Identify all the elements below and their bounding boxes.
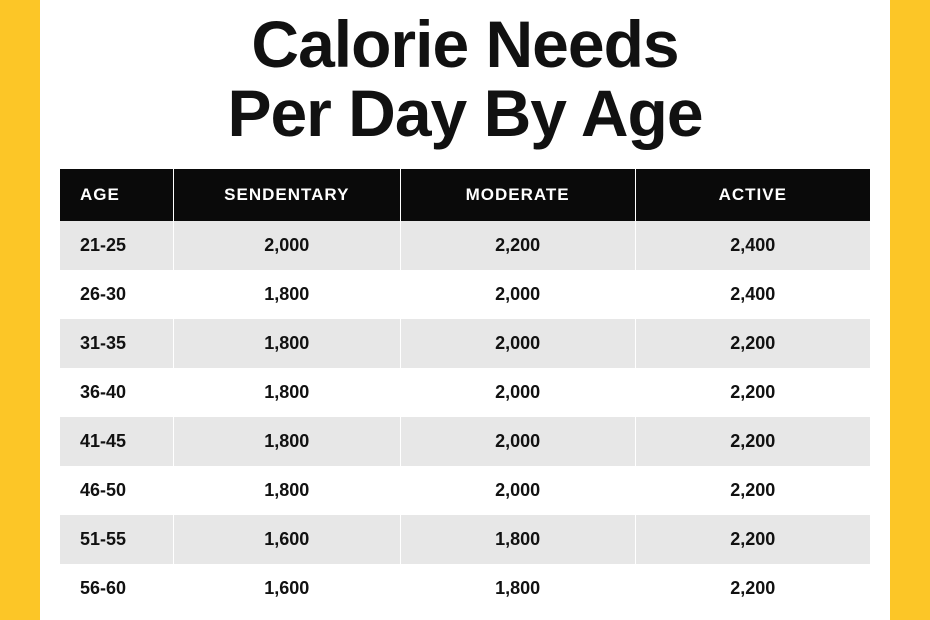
cell-age: 36-40	[60, 368, 173, 417]
cell-age: 56-60	[60, 564, 173, 613]
table-row: 36-40 1,800 2,000 2,200	[60, 368, 870, 417]
title-line-2: Per Day By Age	[227, 76, 702, 150]
cell-active: 2,200	[635, 417, 870, 466]
cell-moderate: 2,000	[400, 319, 635, 368]
cell-sedentary: 1,800	[173, 368, 400, 417]
title-line-1: Calorie Needs	[251, 7, 678, 81]
table-row: 21-25 2,000 2,200 2,400	[60, 221, 870, 270]
cell-active: 2,200	[635, 368, 870, 417]
table-row: 41-45 1,800 2,000 2,200	[60, 417, 870, 466]
col-header-active: ACTIVE	[635, 169, 870, 221]
cell-age: 46-50	[60, 466, 173, 515]
content-panel: Calorie Needs Per Day By Age AGE SENDENT…	[40, 0, 890, 620]
cell-age: 21-25	[60, 221, 173, 270]
cell-sedentary: 2,000	[173, 221, 400, 270]
table-row: 56-60 1,600 1,800 2,200	[60, 564, 870, 613]
cell-sedentary: 1,800	[173, 270, 400, 319]
cell-age: 51-55	[60, 515, 173, 564]
cell-active: 2,400	[635, 270, 870, 319]
cell-sedentary: 1,800	[173, 319, 400, 368]
cell-sedentary: 1,800	[173, 466, 400, 515]
table-row: 31-35 1,800 2,000 2,200	[60, 319, 870, 368]
cell-age: 26-30	[60, 270, 173, 319]
cell-moderate: 1,800	[400, 564, 635, 613]
cell-moderate: 1,800	[400, 515, 635, 564]
col-header-age: AGE	[60, 169, 173, 221]
cell-active: 2,200	[635, 515, 870, 564]
table-row: 26-30 1,800 2,000 2,400	[60, 270, 870, 319]
table-body: 21-25 2,000 2,200 2,400 26-30 1,800 2,00…	[60, 221, 870, 613]
cell-moderate: 2,000	[400, 270, 635, 319]
cell-sedentary: 1,800	[173, 417, 400, 466]
cell-age: 31-35	[60, 319, 173, 368]
cell-moderate: 2,200	[400, 221, 635, 270]
cell-sedentary: 1,600	[173, 564, 400, 613]
cell-active: 2,200	[635, 466, 870, 515]
table-header-row: AGE SENDENTARY MODERATE ACTIVE	[60, 169, 870, 221]
table-row: 46-50 1,800 2,000 2,200	[60, 466, 870, 515]
col-header-sedentary: SENDENTARY	[173, 169, 400, 221]
table-row: 51-55 1,600 1,800 2,200	[60, 515, 870, 564]
cell-active: 2,400	[635, 221, 870, 270]
page-title: Calorie Needs Per Day By Age	[60, 0, 870, 169]
cell-moderate: 2,000	[400, 466, 635, 515]
cell-active: 2,200	[635, 319, 870, 368]
col-header-moderate: MODERATE	[400, 169, 635, 221]
calorie-table: AGE SENDENTARY MODERATE ACTIVE 21-25 2,0…	[60, 169, 870, 613]
cell-active: 2,200	[635, 564, 870, 613]
cell-sedentary: 1,600	[173, 515, 400, 564]
cell-age: 41-45	[60, 417, 173, 466]
cell-moderate: 2,000	[400, 417, 635, 466]
cell-moderate: 2,000	[400, 368, 635, 417]
